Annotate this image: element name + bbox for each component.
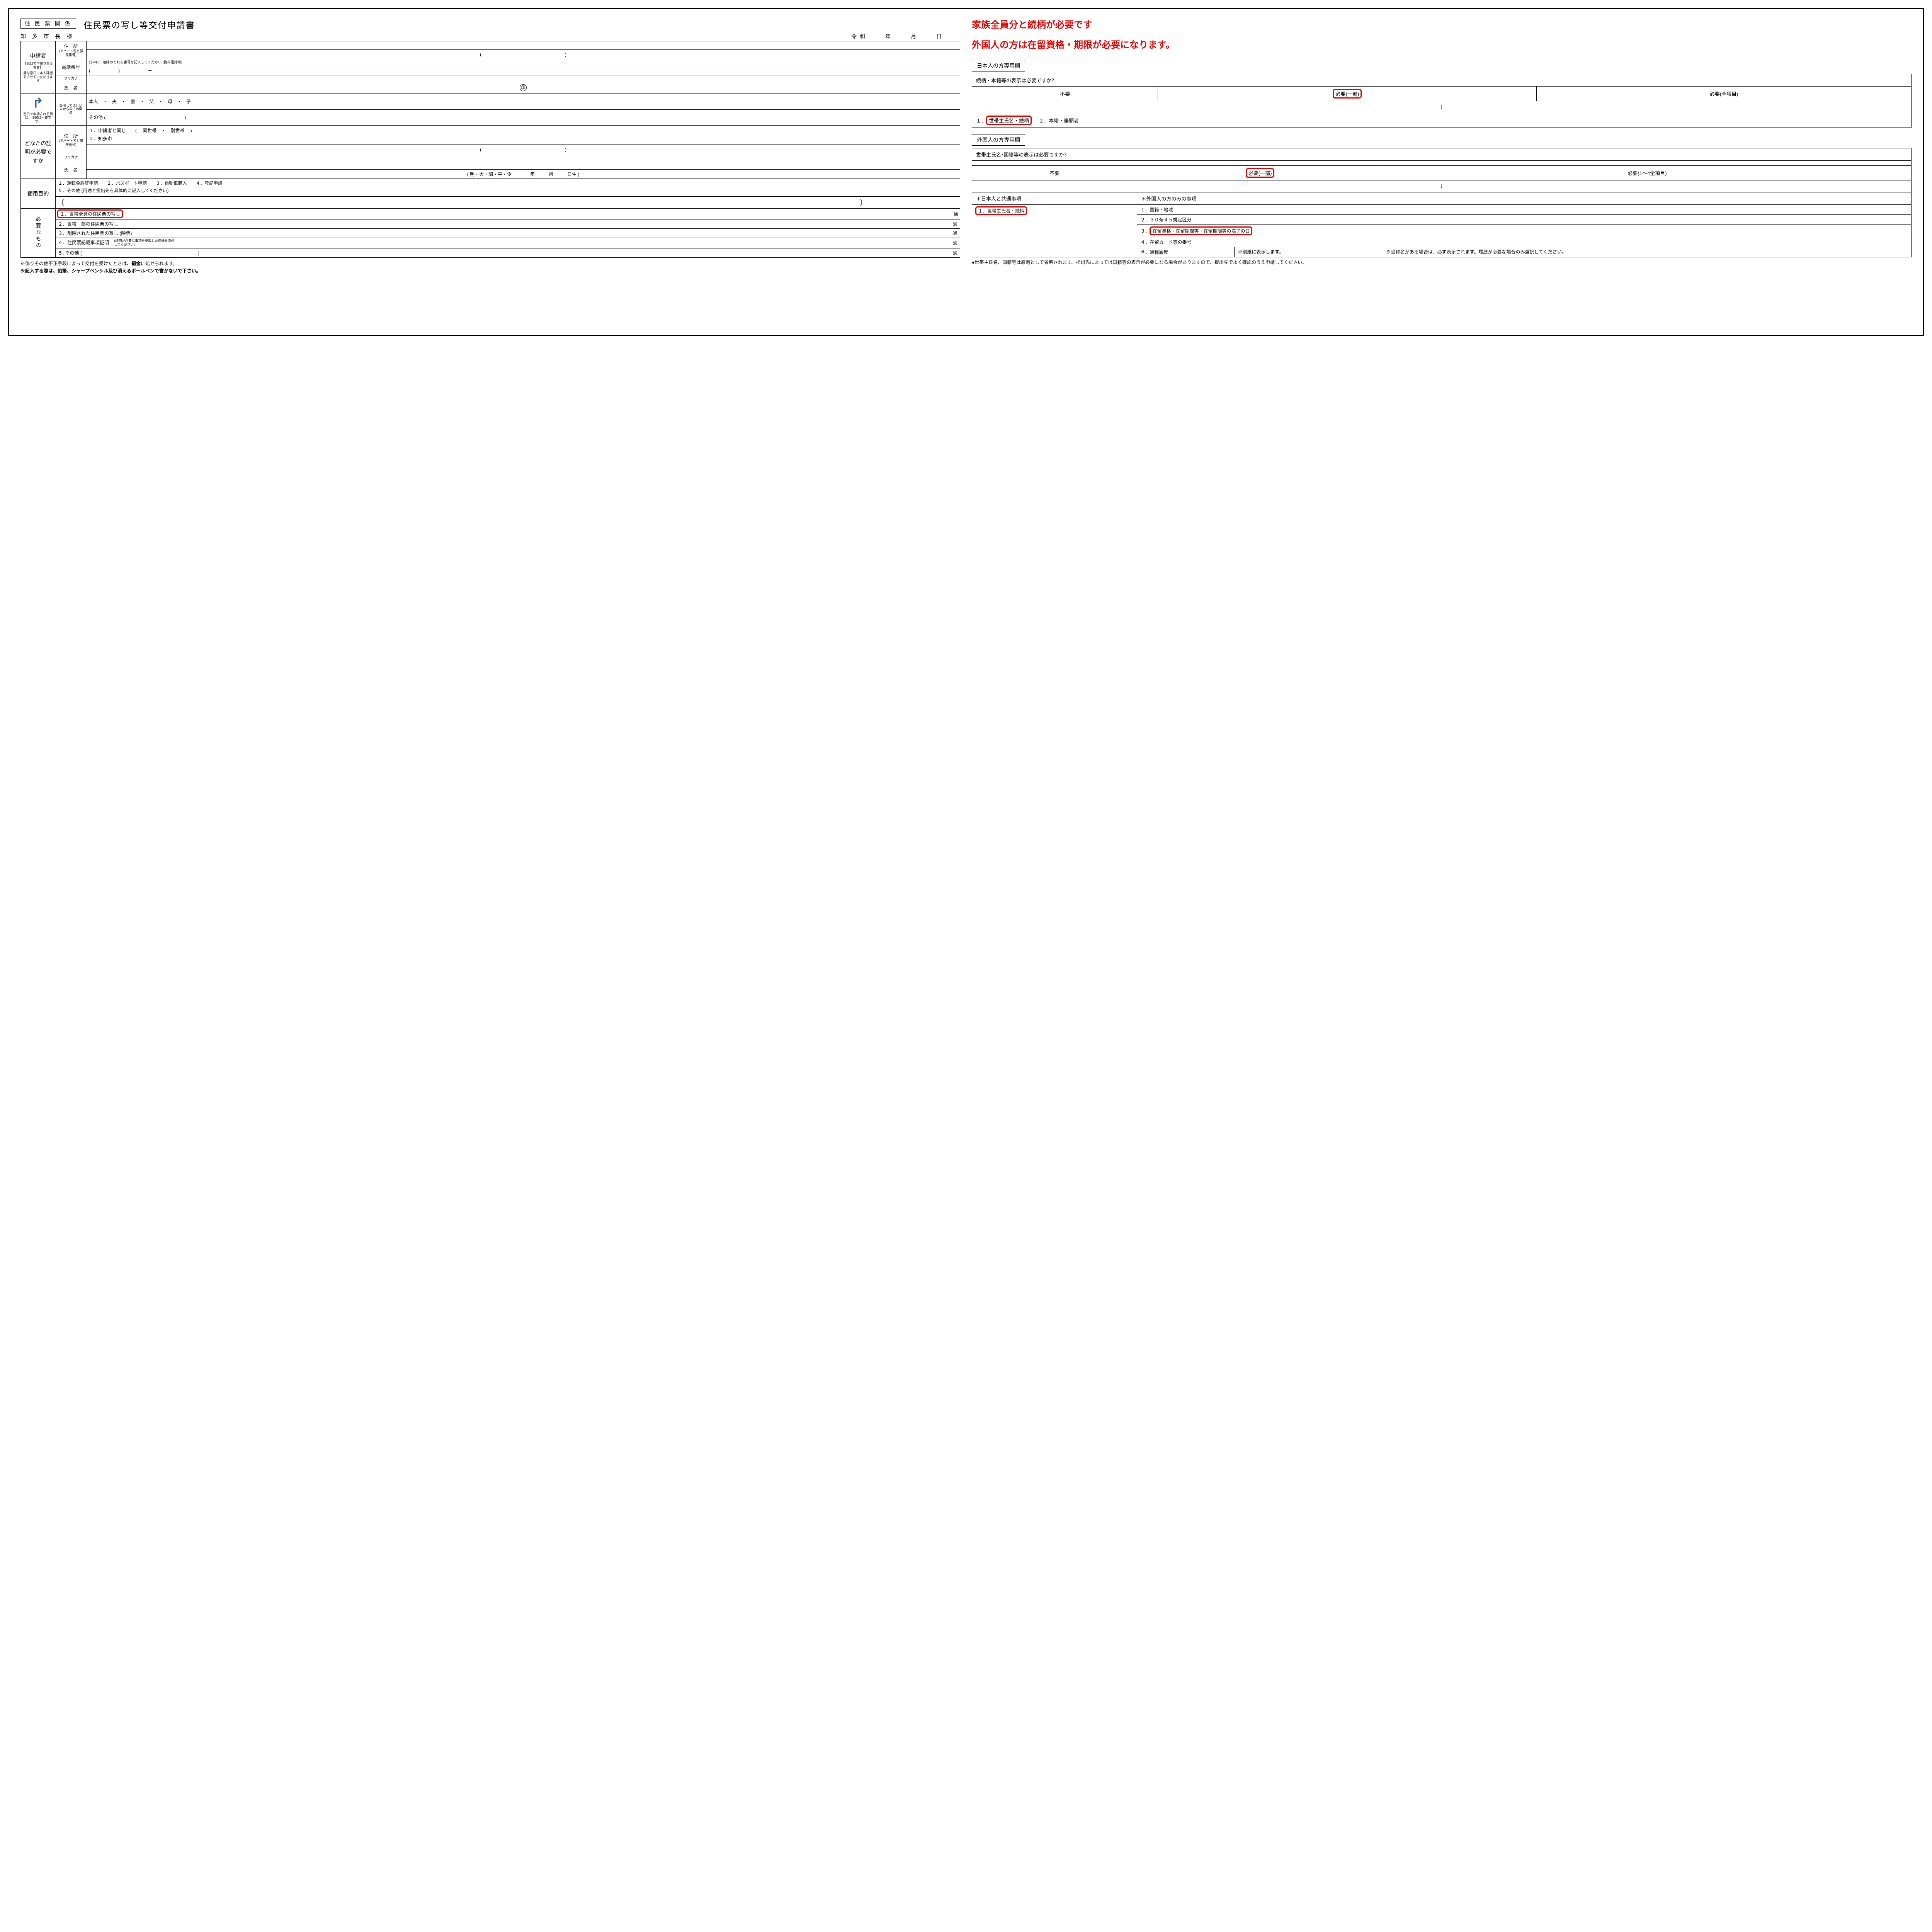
purpose-lines[interactable]: １．運転免許証申請 ２．パスポート申請 ３．自動車購入 ４．登記申請 ５．その他… <box>56 179 960 196</box>
inkan-icon: 印 <box>520 84 527 91</box>
subject-name-field[interactable] <box>87 161 960 169</box>
right-footnote: ●世帯主氏名、国籍等は原則として省略されます。提出先によっては国籍等の表示が必要… <box>972 259 1912 266</box>
addr-label: 住 所 <box>58 43 84 49</box>
rel-other[interactable]: その他 ( ) <box>87 109 960 125</box>
fr-section-label: 外国人の方専用欄 <box>972 134 1025 146</box>
jp-items-row[interactable]: １．世帯主氏名・続柄 ２．本籍・筆頭者 <box>972 113 1912 128</box>
unit-1: 通 <box>954 211 958 217</box>
purpose-label: 使用目的 <box>21 179 56 208</box>
fr-c2-5b: ※別紙に表示します。 <box>1235 247 1383 257</box>
fr-arrow-down-icon: ↓ <box>972 180 1912 192</box>
fr-question: 世帯主氏名･国籍等の表示は必要ですか？ <box>972 148 1912 161</box>
note-1: ※偽りその他不正手段によって交付を受けたときは、罰金に処せられます。 <box>20 260 960 267</box>
subject-name-label: 氏 名 <box>56 161 87 179</box>
bracket-left-icon: 〔 <box>57 197 64 207</box>
needed-item-2-row[interactable]: ２．世帯一部の住民票の写し 通 <box>56 219 960 228</box>
subject-addr-lines[interactable]: １．申請者と同じ ( 同世帯 ・ 別世帯 ) ２．知多市 <box>87 125 960 145</box>
subject-furigana-label: フリガナ <box>56 154 87 161</box>
bracket-right-icon: 〕 <box>860 197 867 207</box>
needed-side-label: 必要なもの <box>21 208 56 257</box>
fr-col1-h: ＊日本人と共通事項 <box>972 192 1137 205</box>
jp-section-label: 日本人の方専用欄 <box>972 60 1025 71</box>
applicant-note1: 【窓口で申請される場合】 <box>23 62 53 70</box>
fr-c2-5a[interactable]: ＃．通称履歴 <box>1137 247 1235 257</box>
jp-opt-part[interactable]: 必要(一部) <box>1158 87 1537 101</box>
needed-item-1-row[interactable]: １．世帯全員の住民票の写し 通 <box>56 208 960 219</box>
tel-note: 日中に、連絡のとれる番号を記入してください (携帯電話可) <box>87 59 960 66</box>
note-2: ※記入する際は、鉛筆、シャープペンシル及び消えるボールペンで書かないで下さい。 <box>20 267 960 275</box>
needed-item-4-row[interactable]: ４．住民票記載事項証明 (証明が必要な事項を記載した用紙を添付してください) 通 <box>56 238 960 248</box>
purpose-free[interactable]: 〔 〕 <box>56 196 960 208</box>
applicant-label-cell: 申請者 【窓口で申請される場合】 受付窓口で本人確認をさせていただきます <box>21 41 56 94</box>
fr-c2-2[interactable]: ２．３０条４５規定区分 <box>1137 215 1912 225</box>
headline-1: 家族全員分と続柄が必要です <box>972 19 1912 32</box>
jp-opt-no[interactable]: 不要 <box>972 87 1158 101</box>
arrow-note: 窓口で申請される時は、印鑑は不要です。 <box>22 112 54 124</box>
needed-item-3-row[interactable]: ３．削除された住民票の写し (除票) 通 <box>56 228 960 238</box>
rel-opts[interactable]: 本人 ・ 夫 ・ 妻 ・ 父 ・ 母 ・ 子 <box>87 94 960 109</box>
fr-table: 世帯主氏名･国籍等の表示は必要ですか？ 不要 必要(一部) 必要(1～4全項目)… <box>972 148 1912 257</box>
subject-addr-paren[interactable]: ( ) <box>87 145 960 154</box>
addr-sub: (アパート名と部屋番号) <box>58 49 84 57</box>
applicant-note2: 受付窓口で本人確認をさせていただきます <box>23 71 53 83</box>
name-label: 氏 名 <box>56 82 87 94</box>
applicant-label: 申請者 <box>23 52 53 60</box>
left-column: 住 民 票 関 係 住民票の写し等交付申請書 知 多 市 長 様 令和 年 月 … <box>20 19 960 325</box>
jp-item-1[interactable]: 世帯主氏名・続柄 <box>986 116 1032 125</box>
fr-c2-5c: ※通称名がある場合は、必ず表示されます。履歴が必要な場合のみ選択してください。 <box>1383 247 1911 257</box>
fr-opt-no[interactable]: 不要 <box>972 166 1137 180</box>
arrow-cell: ↰ 窓口で申請される時は、印鑑は不要です。 <box>21 94 56 125</box>
jp-table: 続柄・本籍等の表示は必要ですか？ 不要 必要(一部) 必要(全項目) ↓ １．世… <box>972 74 1912 128</box>
furigana-label: フリガナ <box>56 75 87 82</box>
applicant-addr-paren[interactable]: ( ) <box>87 50 960 59</box>
headline-2: 外国人の方は在留資格・期限が必要になります。 <box>972 39 1912 52</box>
date-line[interactable]: 令和 年 月 日 <box>851 32 960 40</box>
needed-item-1[interactable]: １．世帯全員の住民票の写し <box>57 209 123 218</box>
right-column: 家族全員分と続柄が必要です 外国人の方は在留資格・期限が必要になります。 日本人… <box>972 19 1912 325</box>
subject-birth[interactable]: ( 明・大・昭・平・令 年 月 日生 ) <box>87 169 960 179</box>
fr-opt-part[interactable]: 必要(一部) <box>1137 166 1383 180</box>
application-form-table: 申請者 【窓口で申請される場合】 受付窓口で本人確認をさせていただきます 住 所… <box>20 41 960 258</box>
furigana-field[interactable] <box>87 75 960 82</box>
fr-c1[interactable]: １．世帯主氏名・続柄 <box>972 205 1137 257</box>
fr-opt-all[interactable]: 必要(1～4全項目) <box>1383 166 1911 180</box>
needed-item-5-row[interactable]: ５. その他 () 通 <box>56 248 960 257</box>
jp-opt-all[interactable]: 必要(全項目) <box>1537 87 1912 101</box>
tel-field[interactable]: ( ) － <box>87 66 960 75</box>
left-notes: ※偽りその他不正手段によって交付を受けたときは、罰金に処せられます。 ※記入する… <box>20 260 960 275</box>
fr-c2-4[interactable]: ４．在留カード等の番号 <box>1137 237 1912 247</box>
arrow-up-icon: ↰ <box>32 95 44 111</box>
fr-c2-3[interactable]: ３．在留資格・在留期間等・在留期間等の満了の日 <box>1137 225 1912 237</box>
applicant-addr-field[interactable] <box>87 41 960 50</box>
addr-label-cell: 住 所 (アパート名と部屋番号) <box>56 41 87 59</box>
subject-furigana-field[interactable] <box>87 154 960 161</box>
category-box: 住 民 票 関 係 <box>20 19 76 29</box>
mayor-label: 知 多 市 長 様 <box>20 32 75 40</box>
form-title: 住民票の写し等交付申請書 <box>84 19 195 31</box>
subject-addr-label-cell: 住 所 (アパート名と部屋番号) <box>56 125 87 154</box>
fr-c2-1[interactable]: １．国籍・地域 <box>1137 205 1912 215</box>
jp-item-2[interactable]: ２．本籍・筆頭者 <box>1039 118 1079 124</box>
jp-question: 続柄・本籍等の表示は必要ですか？ <box>972 74 1912 87</box>
jp-arrow-down-icon: ↓ <box>972 101 1912 113</box>
mayor-date-row: 知 多 市 長 様 令和 年 月 日 <box>20 32 960 40</box>
page-container: 住 民 票 関 係 住民票の写し等交付申請書 知 多 市 長 様 令和 年 月 … <box>8 8 1924 336</box>
name-field[interactable]: 印 <box>87 82 960 94</box>
fr-col2-h: ＊外国人の方のみの事項 <box>1137 192 1912 205</box>
subject-label: どなたの証明が必要ですか <box>21 125 56 179</box>
tel-label: 電話番号 <box>56 59 87 75</box>
rel-label: 証明してほしい人からみての関係 <box>56 94 87 125</box>
title-row: 住 民 票 関 係 住民票の写し等交付申請書 <box>20 19 960 31</box>
